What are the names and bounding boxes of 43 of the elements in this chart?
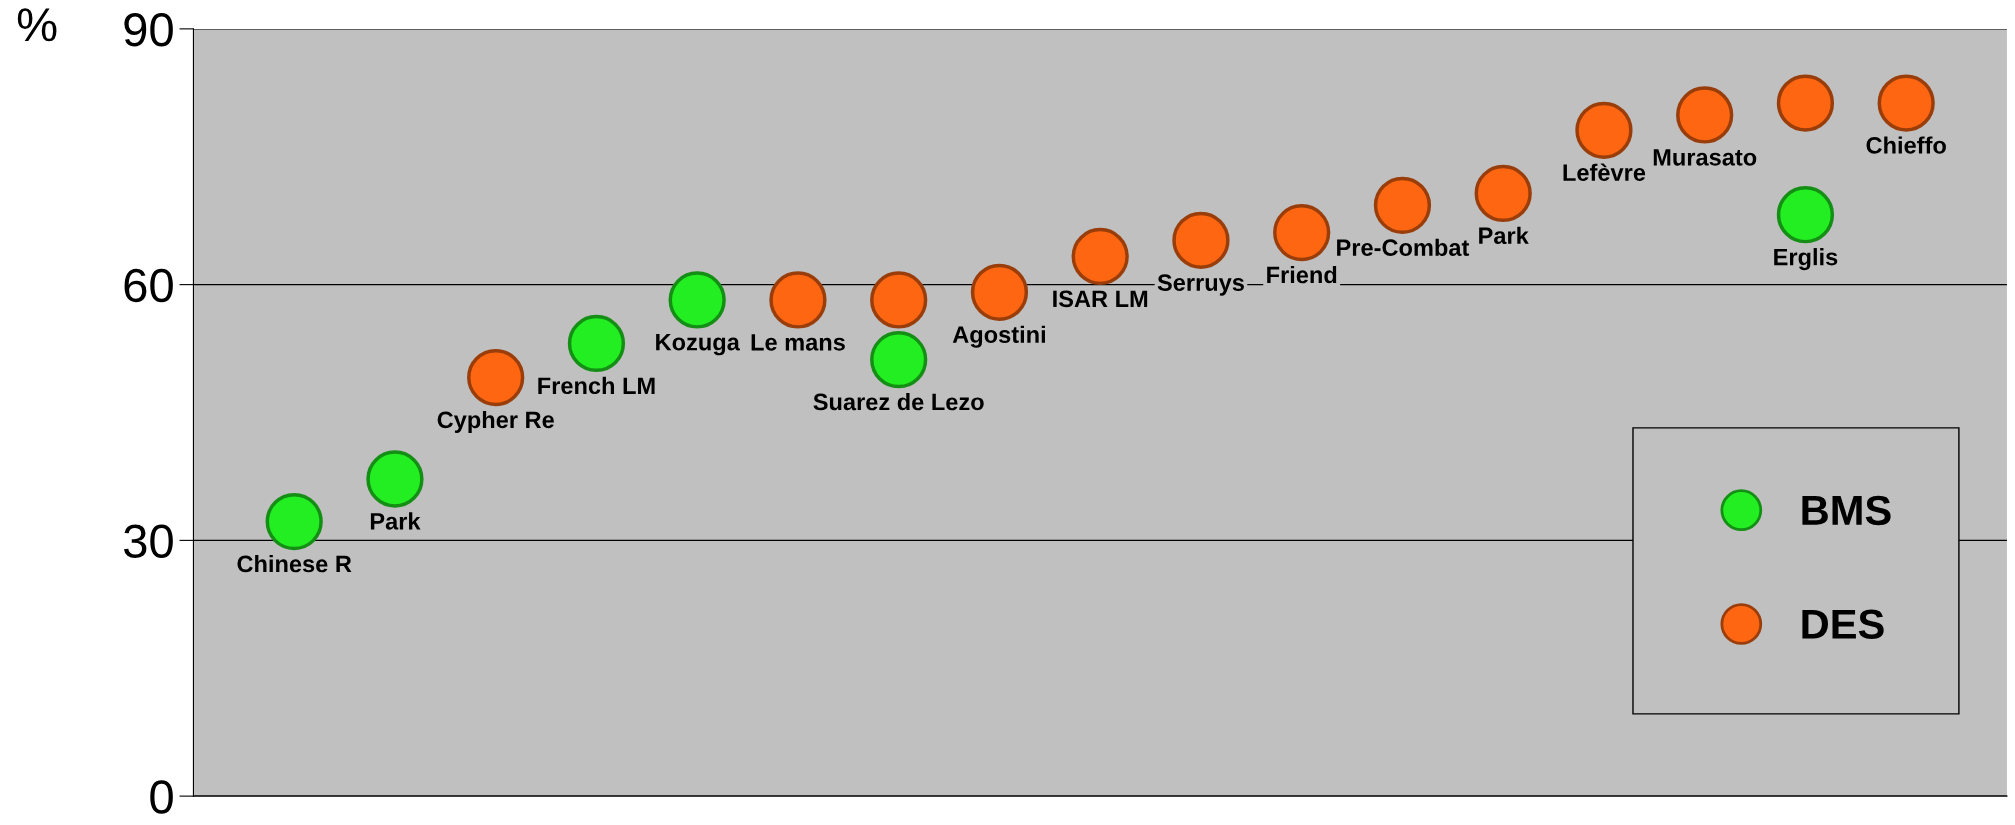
- data-label: Friend: [1267, 265, 1337, 284]
- data-label: Lefèvre: [1563, 163, 1646, 181]
- point: [265, 492, 323, 551]
- point: [1676, 86, 1734, 144]
- y-tick-label: 0: [150, 780, 173, 814]
- data-label: Cypher Re: [437, 410, 554, 433]
- data-label: Murasato: [1653, 149, 1757, 166]
- point: [467, 348, 525, 407]
- data-label: ISAR LM: [1053, 290, 1148, 308]
- point: [1776, 186, 1835, 244]
- y-axis-title: %: [17, 8, 57, 42]
- data-label: Serruys: [1157, 274, 1244, 296]
- point: [769, 271, 827, 329]
- point: [1373, 176, 1432, 234]
- point: [1172, 211, 1230, 269]
- point: [870, 331, 928, 389]
- point: [1071, 227, 1129, 286]
- data-label: Erglis: [1774, 248, 1838, 271]
- point: [870, 271, 928, 329]
- data-label: Park: [370, 512, 421, 530]
- data-label: Chieffo: [1866, 136, 1946, 154]
- legend-label: BMS: [1802, 495, 1891, 526]
- y-tick-label: 90: [124, 13, 173, 47]
- point: [1877, 74, 1935, 132]
- point: [1273, 203, 1331, 262]
- y-tick-label: 30: [123, 524, 173, 558]
- data-label: Park: [1479, 226, 1529, 245]
- point: [1776, 74, 1835, 132]
- data-label: Pre-Combat: [1337, 238, 1470, 257]
- data-label: Chinese R: [237, 554, 352, 573]
- data-label: Le mans: [751, 334, 845, 351]
- data-label: Kozuga: [656, 334, 740, 356]
- point: [366, 450, 424, 508]
- data-label: Agostini: [952, 325, 1045, 348]
- point: [668, 271, 726, 329]
- point: [1575, 101, 1633, 159]
- legend-label: DES: [1802, 609, 1884, 640]
- data-label: Suarez de Lezo: [813, 392, 984, 411]
- point: [567, 314, 626, 373]
- y-tick-label: 60: [124, 268, 173, 303]
- point: [1474, 164, 1532, 223]
- data-label: French LM: [538, 376, 655, 395]
- point: [970, 263, 1029, 321]
